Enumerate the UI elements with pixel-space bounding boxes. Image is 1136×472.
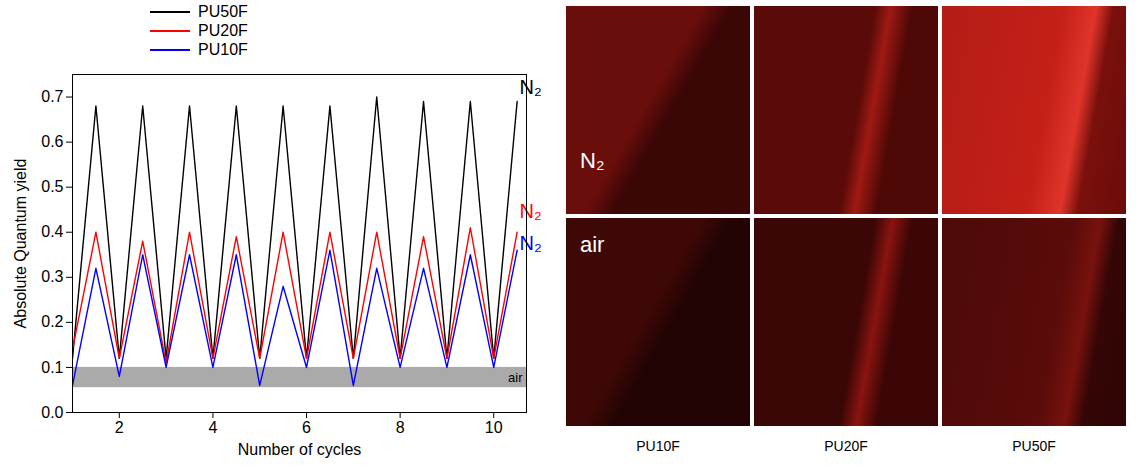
html-text:N₂: N₂ [580,148,605,173]
svg-text:10: 10 [485,419,503,436]
html-text:PU20F: PU20F [198,21,248,39]
svg-text:0.5: 0.5 [41,178,63,195]
svg-text:0.1: 0.1 [41,359,63,376]
html-text:PU50F: PU50F [198,2,248,20]
svg-text:8: 8 [396,419,405,436]
svg-text:0.7: 0.7 [41,88,63,105]
html-text:PU20F: PU20F [824,438,868,454]
svg-text:2: 2 [115,419,124,436]
svg-text:0.4: 0.4 [41,223,63,240]
html-text:air: air [580,232,605,257]
svg-text:0.2: 0.2 [41,313,63,330]
svg-text:4: 4 [208,419,217,436]
svg-text:N₂: N₂ [519,76,541,98]
svg-text:0.6: 0.6 [41,133,63,150]
html-text:PU50F: PU50F [1012,438,1056,454]
html-text:PU10F: PU10F [198,40,248,58]
svg-text:N₂: N₂ [519,232,541,254]
svg-text:0.0: 0.0 [41,404,63,421]
svg-text:Absolute Quantum yield: Absolute Quantum yield [12,159,29,329]
svg-text:6: 6 [302,419,311,436]
svg-text:N₂: N₂ [519,200,541,222]
svg-text:Number of cycles: Number of cycles [238,441,362,458]
svg-text:air: air [508,370,523,385]
svg-text:0.3: 0.3 [41,268,63,285]
html-text:PU10F: PU10F [636,438,680,454]
